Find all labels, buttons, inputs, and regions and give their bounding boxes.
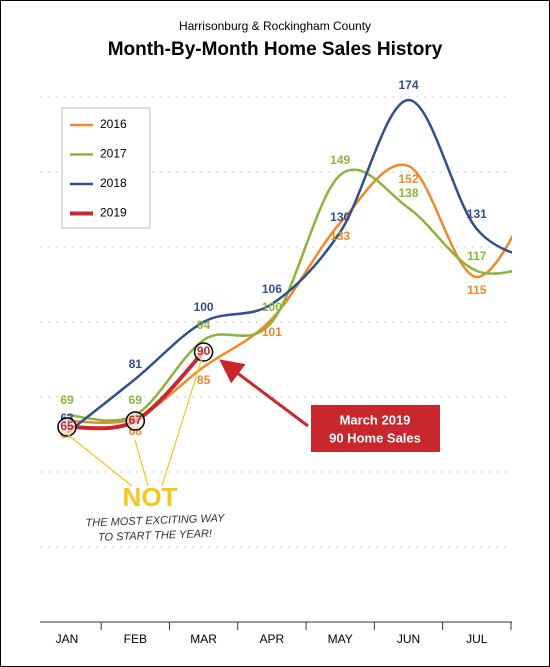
data-label: 131 (467, 207, 487, 221)
x-tick-label: MAR (190, 632, 217, 646)
chart-subtitle: Harrisonburg & Rockingham County (179, 19, 371, 33)
x-tick-label: MAY (328, 632, 353, 646)
data-label: 133 (330, 229, 350, 243)
data-label: 149 (330, 153, 350, 167)
series-line (66, 98, 512, 434)
not-text: NOT (123, 482, 178, 512)
data-label: 115 (467, 283, 487, 297)
data-label: 101 (262, 325, 282, 339)
callout-box (311, 405, 440, 452)
point-circle (193, 342, 214, 362)
data-label: 81 (129, 357, 143, 371)
callout-text: 90 Home Sales (329, 430, 421, 445)
legend-label: 2017 (100, 147, 127, 161)
x-tick-label: JUN (397, 632, 420, 646)
callout-text: March 2019 (340, 412, 411, 427)
pointer-line (66, 433, 133, 487)
data-label: 138 (398, 186, 418, 200)
legend-label: 2018 (100, 176, 127, 190)
data-label: 106 (262, 282, 282, 296)
point-circle (125, 411, 146, 431)
x-tick-label: APR (260, 632, 285, 646)
legend-label: 2016 (100, 117, 127, 131)
x-tick-label: JAN (56, 632, 79, 646)
data-label: 69 (60, 393, 74, 407)
data-label: 94 (197, 318, 211, 332)
data-label: 152 (398, 172, 418, 186)
callout-arrow (219, 359, 309, 428)
pointer-line (161, 357, 203, 487)
chart-title: Month-By-Month Home Sales History (108, 39, 443, 60)
series-line (66, 168, 512, 422)
legend-label: 2019 (100, 206, 127, 220)
data-label: 130 (330, 210, 350, 224)
legend-box (61, 107, 151, 229)
data-label: 65 (60, 419, 74, 433)
note-text: THE MOST EXCITING WAY (85, 512, 225, 529)
data-label: 69 (129, 393, 143, 407)
data-label: 117 (467, 249, 487, 263)
data-label: 85 (197, 373, 211, 387)
x-tick-label: JUL (466, 632, 488, 646)
note-text: TO START THE YEAR! (98, 528, 212, 544)
data-label: 100 (262, 300, 282, 314)
data-label: 100 (194, 300, 214, 314)
data-label: 90 (197, 344, 211, 358)
x-tick-label: FEB (124, 632, 147, 646)
data-label: 174 (398, 78, 418, 92)
data-label: 67 (129, 413, 143, 427)
point-circle (57, 417, 77, 437)
pointer-line (134, 439, 149, 487)
